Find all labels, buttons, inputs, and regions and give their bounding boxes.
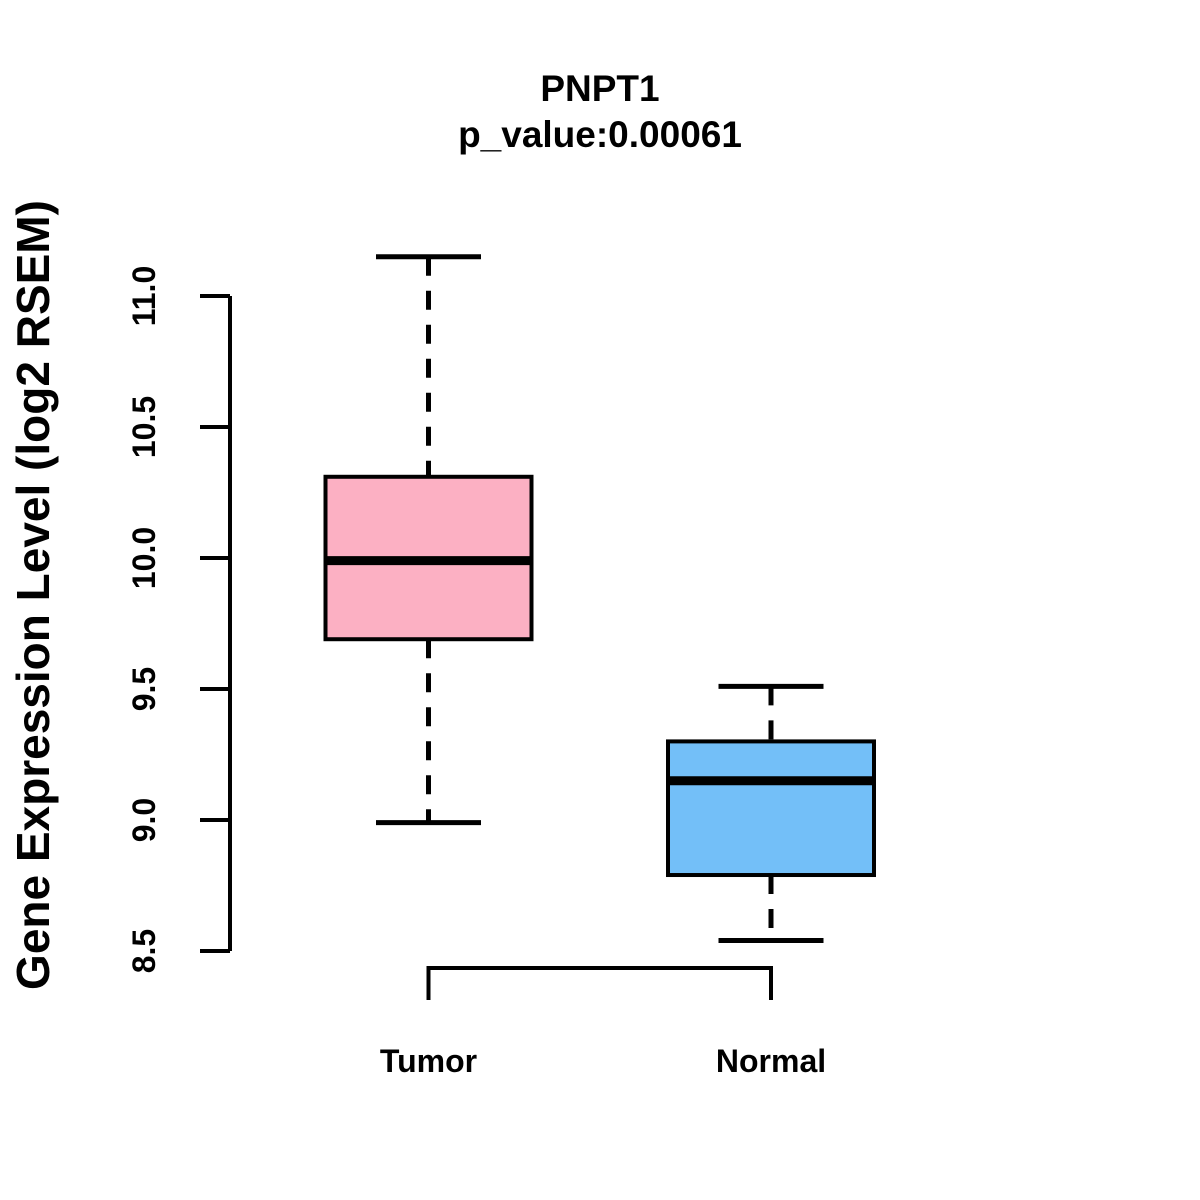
- y-axis-tick-label: 10.0: [126, 527, 162, 589]
- normal-iqr-box: [666, 739, 876, 878]
- y-axis-tick-label: 9.0: [126, 798, 162, 842]
- y-axis-tick-label: 10.5: [126, 396, 162, 458]
- y-axis-tick-label: 11.0: [126, 266, 162, 327]
- y-axis-tick-label: 8.5: [126, 929, 162, 973]
- chart-subtitle-pvalue: p_value:0.00061: [458, 114, 742, 155]
- x-axis-label-tumor: Tumor: [380, 1043, 477, 1079]
- y-axis-tick-label: 9.5: [126, 667, 162, 711]
- x-axis-bracket: [426, 966, 773, 1000]
- chart-title: PNPT1: [540, 68, 660, 109]
- x-axis-label-normal: Normal: [716, 1043, 826, 1079]
